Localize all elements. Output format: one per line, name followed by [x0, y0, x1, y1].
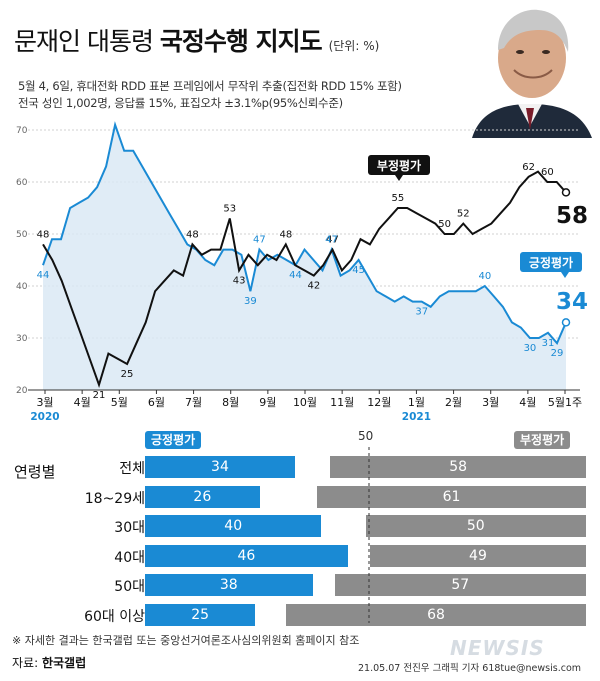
- age-category-label: 전체: [119, 461, 145, 477]
- negative-point-label: 60: [541, 167, 554, 178]
- positive-bar: 46: [145, 544, 348, 567]
- negative-series-line: [42, 170, 567, 388]
- y-tick-label: 40: [16, 282, 28, 292]
- age-category-label: 18~29세: [84, 490, 145, 507]
- positive-point-label: 40: [478, 271, 491, 282]
- x-tick-label: 10월: [293, 396, 317, 409]
- positive-point-label: 44: [37, 270, 50, 281]
- unit-label: (단위: %): [328, 39, 380, 53]
- negative-bar: 49: [369, 544, 586, 567]
- negative-bar: 58: [330, 456, 586, 478]
- positive-point-label: 71: [109, 120, 122, 121]
- positive-point-label: 39: [244, 296, 257, 307]
- negative-point-label: 55: [392, 193, 405, 204]
- x-tick-label: 5월: [111, 396, 128, 409]
- negative-point-label: 21: [93, 390, 106, 401]
- newsis-watermark: NEWSIS: [450, 636, 545, 660]
- source: 자료: 한국갤럽: [12, 654, 86, 671]
- negative-point-label: 48: [186, 229, 199, 240]
- survey-method: 5월 4, 6일, 휴대전화 RDD 표본 프레임에서 무작위 추출(집전화 R…: [18, 79, 402, 93]
- positive-point-label: 47: [253, 235, 266, 246]
- x-tick-label: 4월: [74, 396, 91, 409]
- x-tick-label: 9월: [259, 396, 276, 409]
- negative-point-label: 48: [37, 229, 50, 240]
- negative-bar: 68: [286, 603, 586, 626]
- age-category-label: 30대: [114, 520, 145, 536]
- divider-label: 50: [358, 429, 374, 443]
- age-category-label: 50대: [114, 579, 145, 595]
- y-tick-label: 30: [16, 334, 28, 344]
- positive-bar: 34: [145, 456, 295, 478]
- negative-legend-label: 부정평가: [377, 158, 421, 173]
- page-title: 문재인 대통령 국정수행 지지도 (단위: %): [14, 22, 379, 58]
- negative-point-label: 25: [121, 369, 134, 380]
- positive-legend-label: 긍정평가: [529, 255, 573, 270]
- footnote: ※ 자세한 결과는 한국갤럽 또는 중앙선거여론조사심의위원회 홈페이지 참조: [12, 634, 360, 647]
- x-tick-label: 12월: [367, 396, 391, 409]
- positive-legend-box: [520, 252, 582, 272]
- negative-bar: 61: [316, 485, 586, 508]
- title-part2: 국정수행 지지도: [159, 27, 323, 56]
- x-tick-label: 5월1주: [548, 396, 582, 409]
- x-tick-label: 3월: [36, 396, 53, 409]
- positive-final-value: 34: [556, 289, 588, 315]
- age-category-label: 60대 이상: [84, 608, 145, 625]
- y-tick-label: 20: [16, 386, 28, 396]
- year-label: 2020: [30, 411, 59, 420]
- x-tick-label: 3월: [482, 396, 499, 409]
- negative-point-label: 50: [438, 219, 451, 230]
- x-tick-label: 6월: [148, 396, 165, 409]
- year-label: 2021: [402, 411, 431, 420]
- negative-final-value: 58: [556, 203, 588, 229]
- negative-point-label: 48: [279, 229, 292, 240]
- x-tick-label: 4월: [519, 396, 536, 409]
- y-tick-label: 50: [16, 230, 28, 240]
- title-part1: 문재인 대통령: [14, 27, 154, 56]
- positive-bar: 38: [145, 574, 313, 596]
- x-tick-label: 8월: [222, 396, 239, 409]
- age-section-title: 연령별: [14, 463, 56, 481]
- positive-header: 긍정평가: [145, 431, 202, 449]
- negative-legend-box: [368, 155, 430, 175]
- positive-point-label: 47: [325, 235, 338, 246]
- positive-series-line: [42, 121, 567, 346]
- negative-point-label: 42: [307, 281, 320, 292]
- negative-end-point: [561, 188, 571, 197]
- positive-point-label: 31: [542, 338, 555, 349]
- negative-point-label: 47: [326, 235, 339, 246]
- x-tick-label: 7월: [185, 396, 202, 409]
- approval-line-chart: 20 30 40 50 60 70 48 21 25 48 53 43 48 42 47 55 50 52 62 6…: [16, 120, 588, 420]
- source-name: 한국갤럽: [41, 656, 87, 670]
- negative-point-label: 43: [233, 275, 246, 286]
- y-tick-label: 60: [16, 178, 28, 188]
- x-tick-label: 1월: [408, 396, 425, 409]
- negative-point-label: 62: [522, 162, 535, 173]
- y-tick-label: 70: [16, 126, 28, 136]
- negative-point-label: 53: [223, 203, 236, 214]
- positive-point-label: 44: [289, 270, 302, 281]
- positive-point-label: 30: [524, 343, 537, 354]
- age-bar-chart: 긍정평가 부정평가 50 연령별 전체 34 58 18~29세 26 61 30대 40 50…: [0, 425, 600, 626]
- age-category-label: 40대: [114, 549, 145, 566]
- positive-point-label: 45: [352, 265, 365, 276]
- positive-point-label: 37: [415, 307, 428, 318]
- credit: 21.05.07 전진우 그래픽 기자 618tue@newsis.com: [358, 663, 582, 674]
- x-tick-label: 11월: [330, 396, 354, 409]
- positive-bar: 40: [145, 515, 322, 537]
- positive-point-label: 29: [551, 348, 564, 359]
- fifty-percent-divider: [368, 447, 370, 623]
- positive-bar: 25: [145, 603, 256, 626]
- positive-end-point: [561, 318, 571, 327]
- president-portrait: [462, 0, 600, 138]
- source-prefix: 자료:: [12, 656, 39, 670]
- negative-header: 부정평가: [514, 431, 571, 449]
- negative-point-label: 52: [457, 209, 470, 220]
- positive-bar: 26: [145, 485, 260, 508]
- negative-bar: 57: [334, 574, 586, 596]
- x-tick-label: 2월: [445, 396, 462, 409]
- negative-bar: 50: [365, 515, 586, 537]
- positive-area-fill: [43, 124, 566, 391]
- survey-sample: 전국 성인 1,002명, 응답률 15%, 표집오차 ±3.1%p(95%신뢰…: [18, 96, 343, 110]
